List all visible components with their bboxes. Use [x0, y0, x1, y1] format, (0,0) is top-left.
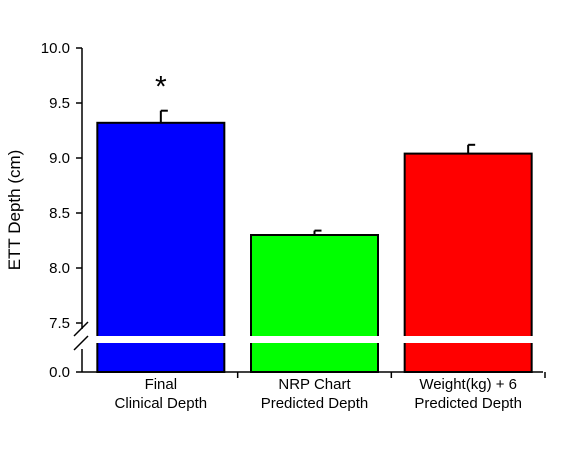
- category-label-3-line-2: Predicted Depth: [414, 395, 522, 412]
- bar-2: [250, 234, 379, 373]
- bars-layer: [86, 109, 543, 373]
- category-label-2-line-1: NRP Chart: [278, 376, 351, 393]
- labels-layer: * Final Clinical Depth NRP Chart Predicted D…: [41, 40, 522, 412]
- category-label-2-line-2: Predicted Depth: [261, 395, 369, 412]
- y-tick-label-4: 8.5: [49, 205, 70, 222]
- y-tick-label-2: 9.5: [49, 95, 70, 112]
- y-axis-title: ETT Depth (cm): [5, 150, 24, 271]
- y-tick-label-6: 7.5: [49, 315, 70, 332]
- axis-break-mark-1: [73, 321, 89, 337]
- bar-3: [403, 152, 533, 373]
- axes-layer: [73, 47, 546, 378]
- y-tick-label-7: 0.0: [49, 364, 70, 381]
- y-tick-label-3: 9.0: [49, 150, 70, 167]
- category-label-1-line-1: Final: [145, 376, 178, 393]
- bar-1: [96, 121, 226, 373]
- significance-marker-1: *: [155, 71, 167, 104]
- y-tick-label-5: 8.0: [49, 260, 70, 277]
- category-label-1-line-2: Clinical Depth: [115, 395, 208, 412]
- y-tick-label-1: 10.0: [41, 40, 70, 57]
- category-label-3-line-1: Weight(kg) + 6: [419, 376, 517, 393]
- axis-break-band: [86, 336, 543, 343]
- axis-break-mark-2: [73, 335, 89, 351]
